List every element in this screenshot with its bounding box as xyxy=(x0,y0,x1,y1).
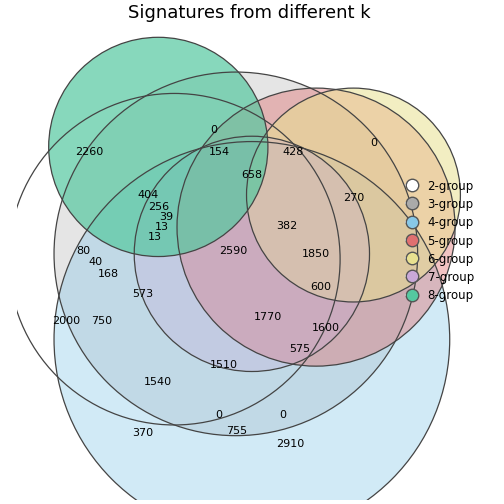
Text: 2910: 2910 xyxy=(276,438,304,449)
Circle shape xyxy=(49,37,268,257)
Text: 428: 428 xyxy=(283,147,304,157)
Text: 154: 154 xyxy=(209,147,230,157)
Text: 600: 600 xyxy=(310,282,331,292)
Text: 256: 256 xyxy=(148,202,169,212)
Text: 382: 382 xyxy=(276,221,297,231)
Circle shape xyxy=(54,142,450,504)
Text: 575: 575 xyxy=(289,344,310,354)
Text: 1510: 1510 xyxy=(210,360,238,370)
Text: 1850: 1850 xyxy=(302,249,330,259)
Text: 658: 658 xyxy=(241,170,263,180)
Legend: 2-group, 3-group, 4-group, 5-group, 6-group, 7-group, 8-group: 2-group, 3-group, 4-group, 5-group, 6-gr… xyxy=(404,177,476,305)
Text: 2260: 2260 xyxy=(75,147,103,157)
Text: 0: 0 xyxy=(279,410,286,420)
Text: 0: 0 xyxy=(210,125,217,135)
Title: Signatures from different k: Signatures from different k xyxy=(128,4,370,22)
Text: 370: 370 xyxy=(132,428,153,438)
Text: 2000: 2000 xyxy=(52,316,80,326)
Text: 750: 750 xyxy=(92,316,113,326)
Text: 1600: 1600 xyxy=(311,323,340,333)
Text: 2590: 2590 xyxy=(219,246,247,256)
Text: 755: 755 xyxy=(226,426,247,436)
Text: 80: 80 xyxy=(77,246,91,256)
Circle shape xyxy=(246,88,461,302)
Text: 270: 270 xyxy=(343,193,364,203)
Text: 0: 0 xyxy=(370,138,377,148)
Text: 168: 168 xyxy=(98,269,119,279)
Text: 0: 0 xyxy=(215,410,222,420)
Text: 13: 13 xyxy=(155,222,169,232)
Text: 13: 13 xyxy=(148,232,162,242)
Circle shape xyxy=(134,136,369,371)
Text: 1770: 1770 xyxy=(254,312,282,322)
Circle shape xyxy=(177,88,455,366)
Text: 40: 40 xyxy=(89,257,103,267)
Text: 404: 404 xyxy=(137,190,158,200)
Text: 573: 573 xyxy=(132,289,153,299)
Text: 39: 39 xyxy=(159,213,173,222)
Circle shape xyxy=(54,72,418,435)
Text: 1540: 1540 xyxy=(144,377,172,387)
